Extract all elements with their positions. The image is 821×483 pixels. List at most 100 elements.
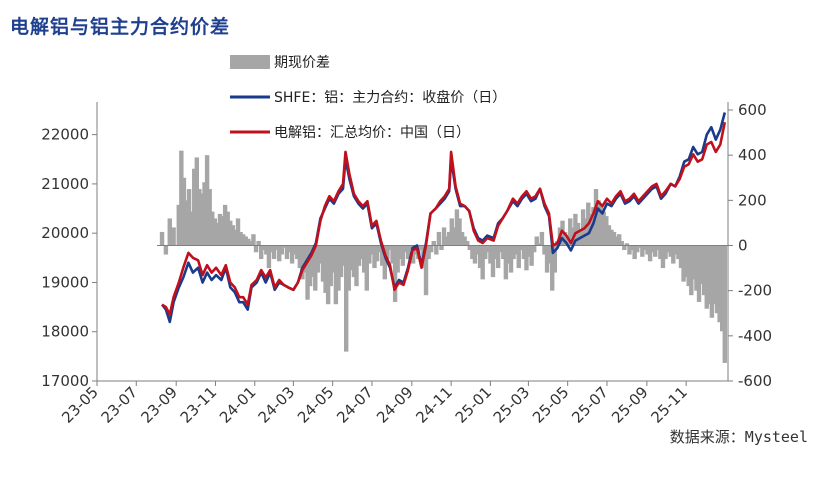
spread-bar: [712, 245, 717, 305]
spread-bar: [614, 236, 619, 246]
spread-bar: [179, 150, 184, 246]
spread-bar: [668, 245, 673, 257]
spread-bar: [635, 245, 640, 253]
spread-bar: [671, 245, 676, 264]
spread-bar: [343, 245, 349, 352]
spread-bar: [228, 220, 233, 246]
spread-bar: [392, 245, 398, 302]
spread-bar: [279, 245, 284, 255]
spread-bar: [447, 231, 452, 246]
y-right-tick-label: -400: [738, 327, 772, 345]
spread-bar: [565, 236, 570, 246]
spread-bar: [274, 245, 279, 251]
spread-bar: [271, 245, 277, 260]
spread-bar: [351, 245, 357, 278]
spread-bar: [465, 240, 470, 246]
spread-bar: [686, 245, 691, 287]
spread-bar: [627, 245, 632, 255]
spread-bars: [157, 150, 728, 363]
spread-bar: [483, 245, 488, 260]
spread-bar: [374, 245, 380, 262]
spread-bar: [253, 245, 259, 253]
source-note: 数据来源：Mysteel: [670, 428, 808, 446]
spread-bar: [186, 189, 192, 246]
spread-bar: [197, 189, 202, 246]
spread-bar: [640, 245, 645, 257]
spread-bar: [380, 245, 385, 266]
spread-bar: [714, 245, 720, 314]
x-tick-label: 23-09: [137, 383, 181, 427]
legend-swatch-bar: [230, 55, 270, 69]
spread-bar: [676, 245, 681, 260]
x-tick-label: 23-11: [177, 383, 221, 427]
spread-bar: [233, 229, 238, 246]
spread-bar: [467, 245, 473, 251]
spread-bar: [318, 245, 323, 264]
spread-bar: [501, 245, 506, 260]
spread-bar: [215, 222, 220, 246]
spread-bar: [338, 245, 344, 278]
spread-bar: [377, 245, 382, 253]
spread-bar: [184, 200, 189, 246]
spread-bar: [516, 245, 521, 269]
spread-bar: [632, 245, 637, 260]
spread-bar: [264, 245, 269, 255]
spread-bar: [699, 245, 704, 284]
spread-bar: [601, 211, 606, 246]
spread-bar: [204, 155, 210, 246]
spread-bar: [562, 231, 568, 246]
spread-bar: [225, 211, 230, 246]
spread-bar: [410, 245, 416, 264]
spread-bar: [575, 222, 581, 246]
spread-bar: [341, 245, 346, 266]
spread-bar: [266, 245, 272, 269]
spread-bar: [606, 225, 612, 246]
spread-bar: [207, 189, 212, 246]
spread-bar: [722, 245, 727, 363]
spread-bar: [707, 245, 712, 305]
spread-bar: [167, 218, 172, 246]
spread-bar: [256, 240, 261, 246]
spread-bar: [431, 240, 436, 246]
spread-bar: [663, 245, 668, 260]
spread-bar: [717, 245, 722, 323]
y-left-tick-label: 19000: [41, 273, 89, 291]
spread-bar: [691, 245, 697, 280]
spread-bar: [485, 245, 491, 253]
spread-bar: [513, 245, 519, 255]
spread-bar: [320, 245, 326, 282]
y-right-tick-label: 400: [738, 146, 767, 164]
spread-bar: [238, 231, 243, 246]
spread-bar: [503, 245, 509, 280]
x-tick-label: 24-07: [333, 383, 377, 427]
x-tick-label: 24-01: [216, 383, 260, 427]
spread-bar: [269, 245, 274, 253]
spread-bar: [418, 245, 424, 251]
spread-bar: [519, 245, 524, 251]
spread-bar: [222, 204, 228, 246]
spread-bar: [624, 243, 630, 246]
spread-bar: [246, 238, 251, 246]
spread-bar: [356, 245, 362, 266]
spread-bar: [629, 245, 635, 251]
chart-title: 电解铝与铝主力合约价差: [10, 16, 231, 38]
spread-bar: [604, 216, 609, 246]
spread-bar: [163, 245, 169, 255]
spread-bar: [300, 245, 305, 280]
spread-bar: [192, 168, 197, 246]
spread-bar: [194, 157, 200, 246]
spread-bar: [696, 245, 702, 302]
spread-bar: [323, 245, 328, 293]
spread-bar: [609, 229, 614, 246]
spread-bar: [678, 245, 684, 269]
spread-bar: [470, 245, 475, 260]
spread-bar: [488, 245, 493, 264]
spread-bar: [655, 245, 661, 251]
spread-bar: [171, 227, 176, 246]
spread-bar: [454, 209, 460, 246]
spread-bar: [295, 245, 300, 260]
spread-bar: [552, 245, 557, 273]
spread-bar: [248, 240, 254, 246]
spread-bar: [408, 245, 413, 251]
